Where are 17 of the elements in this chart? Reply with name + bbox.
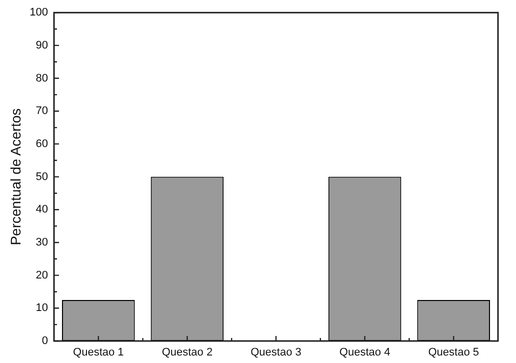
y-tick-label: 40 bbox=[36, 204, 48, 216]
y-tick-label: 20 bbox=[36, 269, 48, 282]
y-tick-label: 80 bbox=[36, 72, 48, 84]
y-tick-label: 100 bbox=[30, 6, 48, 19]
x-tick-label: Questao 2 bbox=[162, 346, 213, 359]
x-tick-label: Questao 3 bbox=[250, 346, 302, 359]
y-tick-label: 0 bbox=[42, 335, 48, 348]
x-tick-label: Questao 1 bbox=[73, 346, 124, 359]
y-tick-label: 90 bbox=[36, 39, 48, 52]
y-tick-label: 30 bbox=[36, 236, 48, 249]
x-tick-label: Questao 4 bbox=[339, 346, 390, 359]
y-tick-label: 10 bbox=[36, 302, 48, 314]
x-tick-label: Questao 5 bbox=[428, 346, 479, 359]
y-tick-label: 50 bbox=[36, 170, 48, 183]
y-tick-label: 70 bbox=[36, 105, 48, 118]
y-tick-label: 60 bbox=[36, 138, 48, 150]
y-axis-title: Percentual de Acertos bbox=[7, 108, 24, 246]
